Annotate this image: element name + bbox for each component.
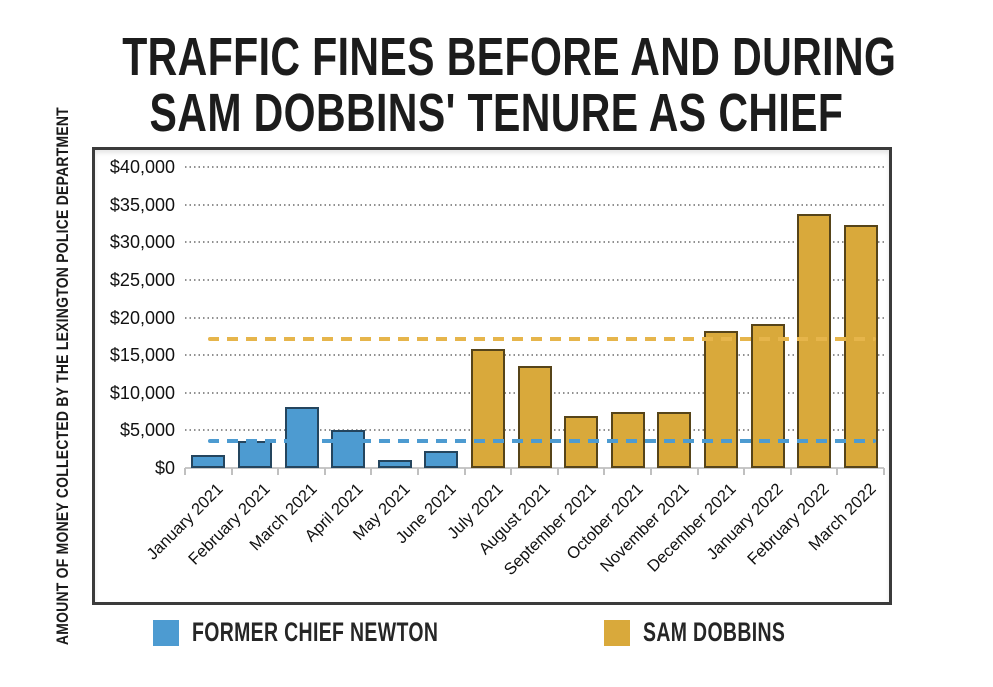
bar-may-2021 — [377, 459, 412, 468]
legend-swatch-former-chief-newton — [152, 619, 179, 646]
x-tick-9 — [603, 468, 606, 475]
y-tick-label-15000: $15,000 — [109, 345, 175, 366]
gridline-25000 — [185, 278, 884, 281]
x-tick-7 — [510, 468, 513, 475]
x-tick-3 — [323, 468, 326, 475]
x-tick-15 — [883, 468, 885, 475]
bar-july-2021 — [470, 349, 505, 468]
bar-august-2021 — [517, 365, 552, 468]
legend-label-sam-dobbins: SAM DOBBINS — [642, 617, 785, 647]
bar-april-2021 — [331, 429, 366, 468]
legend-swatch-sam-dobbins — [603, 619, 630, 646]
y-tick-label-40000: $40,000 — [109, 157, 175, 177]
bar-december-2021 — [703, 331, 738, 468]
chart-title: TRAFFIC FINES BEFORE AND DURING SAM DOBB… — [0, 29, 993, 141]
y-tick-label-20000: $20,000 — [109, 307, 175, 328]
legend-label-former-chief-newton: FORMER CHIEF NEWTON — [191, 617, 438, 647]
bar-june-2021 — [424, 450, 459, 468]
dobbins-average-line — [208, 336, 876, 341]
x-tick-10 — [650, 468, 652, 475]
gridline-15000 — [185, 354, 884, 357]
bar-february-2022 — [797, 214, 832, 468]
gridline-20000 — [185, 316, 884, 319]
x-tick-14 — [836, 468, 839, 475]
bar-february-2021 — [237, 440, 272, 468]
y-axis-title: AMOUNT OF MONEY COLLECTED BY THE LEXINGT… — [53, 106, 72, 646]
gridline-35000 — [185, 203, 884, 206]
x-tick-12 — [743, 468, 746, 475]
y-tick-label-25000: $25,000 — [109, 269, 175, 290]
bar-march-2021 — [284, 407, 319, 468]
gridline-40000 — [185, 166, 884, 168]
legend-item-former-chief-newton: FORMER CHIEF NEWTON — [152, 617, 534, 648]
bar-january-2021 — [191, 455, 226, 468]
chart-title-line-1: TRAFFIC FINES BEFORE AND DURING — [122, 27, 897, 88]
x-tick-0 — [184, 468, 186, 475]
x-tick-4 — [370, 468, 373, 475]
y-tick-label-0: $0 — [154, 458, 175, 478]
x-tick-1 — [230, 468, 233, 475]
newton-average-line — [208, 438, 876, 443]
chart-title-line-2: SAM DOBBINS' TENURE AS CHIEF — [149, 83, 844, 144]
bar-march-2022 — [843, 224, 878, 468]
gridline-30000 — [185, 241, 884, 244]
y-tick-label-30000: $30,000 — [109, 232, 175, 253]
legend: FORMER CHIEF NEWTON SAM DOBBINS — [0, 617, 993, 648]
x-tick-label-february-2022: February 2022 — [744, 480, 833, 569]
x-tick-label-february-2021: February 2021 — [184, 480, 274, 569]
x-tick-6 — [463, 468, 466, 475]
y-tick-label-10000: $10,000 — [109, 382, 175, 403]
chart-frame: $0 $5,000 $10,000 $15,000 $20,000 $25,000 $30,… — [92, 147, 892, 605]
y-tick-label-5000: $5,000 — [119, 420, 175, 441]
bar-january-2022 — [750, 324, 785, 468]
x-tick-13 — [789, 468, 792, 475]
x-axis-baseline — [185, 467, 884, 469]
x-tick-8 — [556, 468, 559, 475]
legend-item-sam-dobbins: SAM DOBBINS — [603, 617, 841, 648]
x-tick-2 — [277, 468, 280, 475]
y-tick-label-35000: $35,000 — [109, 194, 175, 215]
x-tick-5 — [417, 468, 419, 475]
x-tick-11 — [696, 468, 699, 475]
